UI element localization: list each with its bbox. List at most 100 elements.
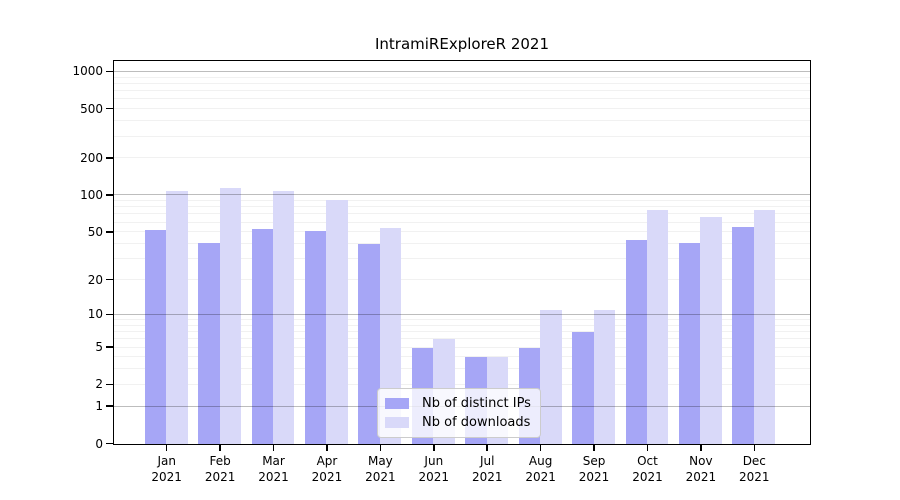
gridline-minor [114,221,810,223]
y-tick-mark-500 [106,107,113,110]
gridline-minor [114,200,810,202]
gridline-minor [114,319,810,320]
x-label-nov: Nov 2021 [685,454,717,484]
x-label-may: May 2021 [365,454,396,484]
bar-distinct-ips-mar [251,229,274,444]
legend-label-downloads: Nb of downloads [422,415,531,430]
x-tick-mark-nov [700,445,702,451]
gridline-minor [114,157,810,159]
bars-layer [114,61,810,444]
x-tick-mark-jul [486,445,488,451]
gridlines-layer [114,61,810,444]
bar-downloads-jan [166,191,188,444]
x-label-dec: Dec 2021 [739,454,770,484]
legend-item-downloads: Nb of downloads [385,416,532,429]
gridline-minor [114,331,810,333]
y-axis: 0 1 2 5 10 20 50 100 200 500 1000 [0,62,113,450]
y-tick-mark-1000 [106,70,113,73]
gridline-minor [114,120,810,122]
y-tick-label-10: 10 [87,307,103,322]
legend-swatch-distinct-ips [385,398,409,409]
gridline-major-100 [114,194,810,196]
y-tick-label-500: 500 [80,101,103,116]
x-label-feb: Feb 2021 [204,454,236,484]
y-tick-label-200: 200 [80,150,103,165]
x-axis: Jan 2021 Feb 2021 Mar 2021 Apr 2021 May 2021… [113,445,811,495]
gridline-minor [114,90,810,92]
y-tick-mark-20 [106,278,113,281]
y-tick-label-100: 100 [80,187,103,202]
gridline-minor [114,82,810,84]
plot-area: Nb of distinct IPs Nb of downloads [113,60,811,445]
gridline-minor [114,206,810,208]
y-tick-mark-200 [106,157,113,159]
gridline-minor [114,383,810,385]
bar-downloads-sep [593,310,615,444]
gridline-major-10 [114,313,810,315]
bar-downloads-oct [646,210,669,444]
gridline-minor [114,135,810,137]
gridline-minor [114,243,810,244]
gridline-minor [114,98,810,100]
bar-distinct-ips-oct [625,240,647,444]
x-tick-mark-mar [272,445,275,451]
y-tick-label-1: 1 [95,399,103,414]
gridline-major-1000 [114,70,810,72]
gridline-minor [114,338,810,340]
bar-downloads-feb [219,188,241,444]
gridline-minor [114,356,810,358]
legend-label-distinct-ips: Nb of distinct IPs [422,396,531,411]
y-tick-label-20: 20 [87,272,103,287]
gridline-minor [114,213,810,215]
x-tick-mark-jan [165,445,168,451]
y-tick-mark-2 [106,383,113,386]
x-label-oct: Oct 2021 [632,454,663,484]
x-label-mar: Mar 2021 [258,454,289,484]
x-tick-mark-feb [219,445,221,451]
x-tick-mark-dec [753,445,756,451]
x-label-jul: Jul 2021 [471,454,503,484]
x-label-apr: Apr 2021 [311,454,343,484]
y-tick-mark-1 [106,405,113,407]
x-tick-mark-sep [593,445,595,451]
bar-distinct-ips-apr [305,231,327,444]
x-tick-mark-aug [539,445,542,451]
y-tick-mark-50 [106,231,113,233]
legend: Nb of distinct IPs Nb of downloads [377,388,541,438]
gridline-minor [114,76,810,78]
bar-distinct-ips-may [358,244,380,444]
gridline-minor [114,324,810,326]
bar-downloads-mar [273,191,295,444]
gridline-minor [114,368,810,370]
x-tick-mark-may [379,445,382,451]
y-tick-label-5: 5 [95,340,103,354]
gridline-minor [114,346,810,348]
y-tick-label-1000: 1000 [72,64,103,79]
gridline-minor [114,108,810,110]
y-tick-label-0: 0 [95,436,103,451]
y-tick-mark-0 [106,442,113,445]
gridline-minor [114,258,810,260]
gridline-minor [114,231,810,233]
bar-downloads-dec [753,210,776,444]
bar-distinct-ips-sep [572,332,594,444]
legend-swatch-downloads [385,417,409,428]
bar-downloads-nov [700,216,722,444]
x-label-aug: Aug 2021 [525,454,556,484]
x-label-jun: Jun 2021 [418,454,450,484]
y-tick-mark-100 [106,194,113,196]
bar-downloads-aug [540,310,562,444]
bar-distinct-ips-dec [732,227,754,444]
x-label-jan: Jan 2021 [151,454,182,484]
bar-downloads-apr [326,199,348,444]
y-tick-label-50: 50 [87,224,103,239]
chart-title: IntramiRExploreR 2021 [374,35,550,53]
x-label-sep: Sep 2021 [578,454,610,484]
bar-distinct-ips-jan [144,230,167,444]
bar-distinct-ips-nov [679,242,701,444]
x-tick-mark-oct [646,445,649,451]
bar-distinct-ips-feb [198,242,220,444]
legend-item-distinct-ips: Nb of distinct IPs [385,397,532,410]
y-tick-mark-10 [106,313,113,316]
